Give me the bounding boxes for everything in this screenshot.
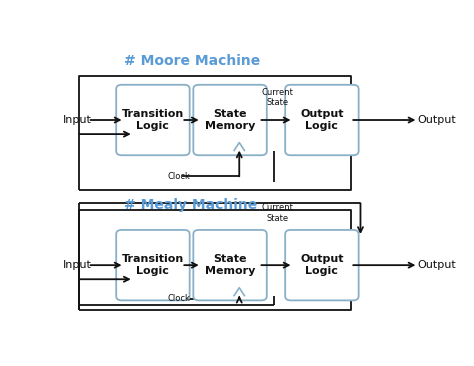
FancyBboxPatch shape [116, 230, 190, 300]
Text: Input: Input [63, 115, 92, 125]
FancyBboxPatch shape [193, 230, 267, 300]
Text: Output
Logic: Output Logic [300, 254, 344, 276]
Text: # Mealy Machine: # Mealy Machine [124, 198, 257, 212]
FancyBboxPatch shape [285, 230, 359, 300]
Text: Output
Logic: Output Logic [300, 109, 344, 131]
Text: State
Memory: State Memory [205, 254, 255, 276]
Text: State
Memory: State Memory [205, 109, 255, 131]
FancyBboxPatch shape [193, 85, 267, 155]
Text: Transition
Logic: Transition Logic [122, 254, 184, 276]
Text: Input: Input [63, 260, 92, 270]
Text: Current
State: Current State [262, 203, 294, 223]
Text: Output: Output [418, 260, 456, 270]
FancyBboxPatch shape [116, 85, 190, 155]
Text: Transition
Logic: Transition Logic [122, 109, 184, 131]
Text: # Moore Machine: # Moore Machine [124, 54, 260, 68]
Text: Output: Output [418, 115, 456, 125]
Text: Clock: Clock [168, 295, 191, 303]
Text: Clock: Clock [168, 172, 191, 181]
Text: Current
State: Current State [262, 88, 294, 107]
FancyBboxPatch shape [285, 85, 359, 155]
